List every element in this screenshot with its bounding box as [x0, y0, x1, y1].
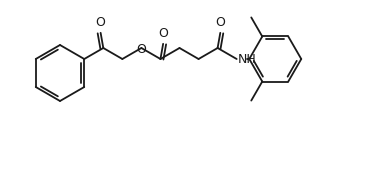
Text: O: O	[158, 27, 168, 40]
Text: O: O	[96, 16, 106, 29]
Text: NH: NH	[238, 53, 257, 65]
Text: O: O	[137, 43, 146, 56]
Text: O: O	[215, 16, 225, 29]
